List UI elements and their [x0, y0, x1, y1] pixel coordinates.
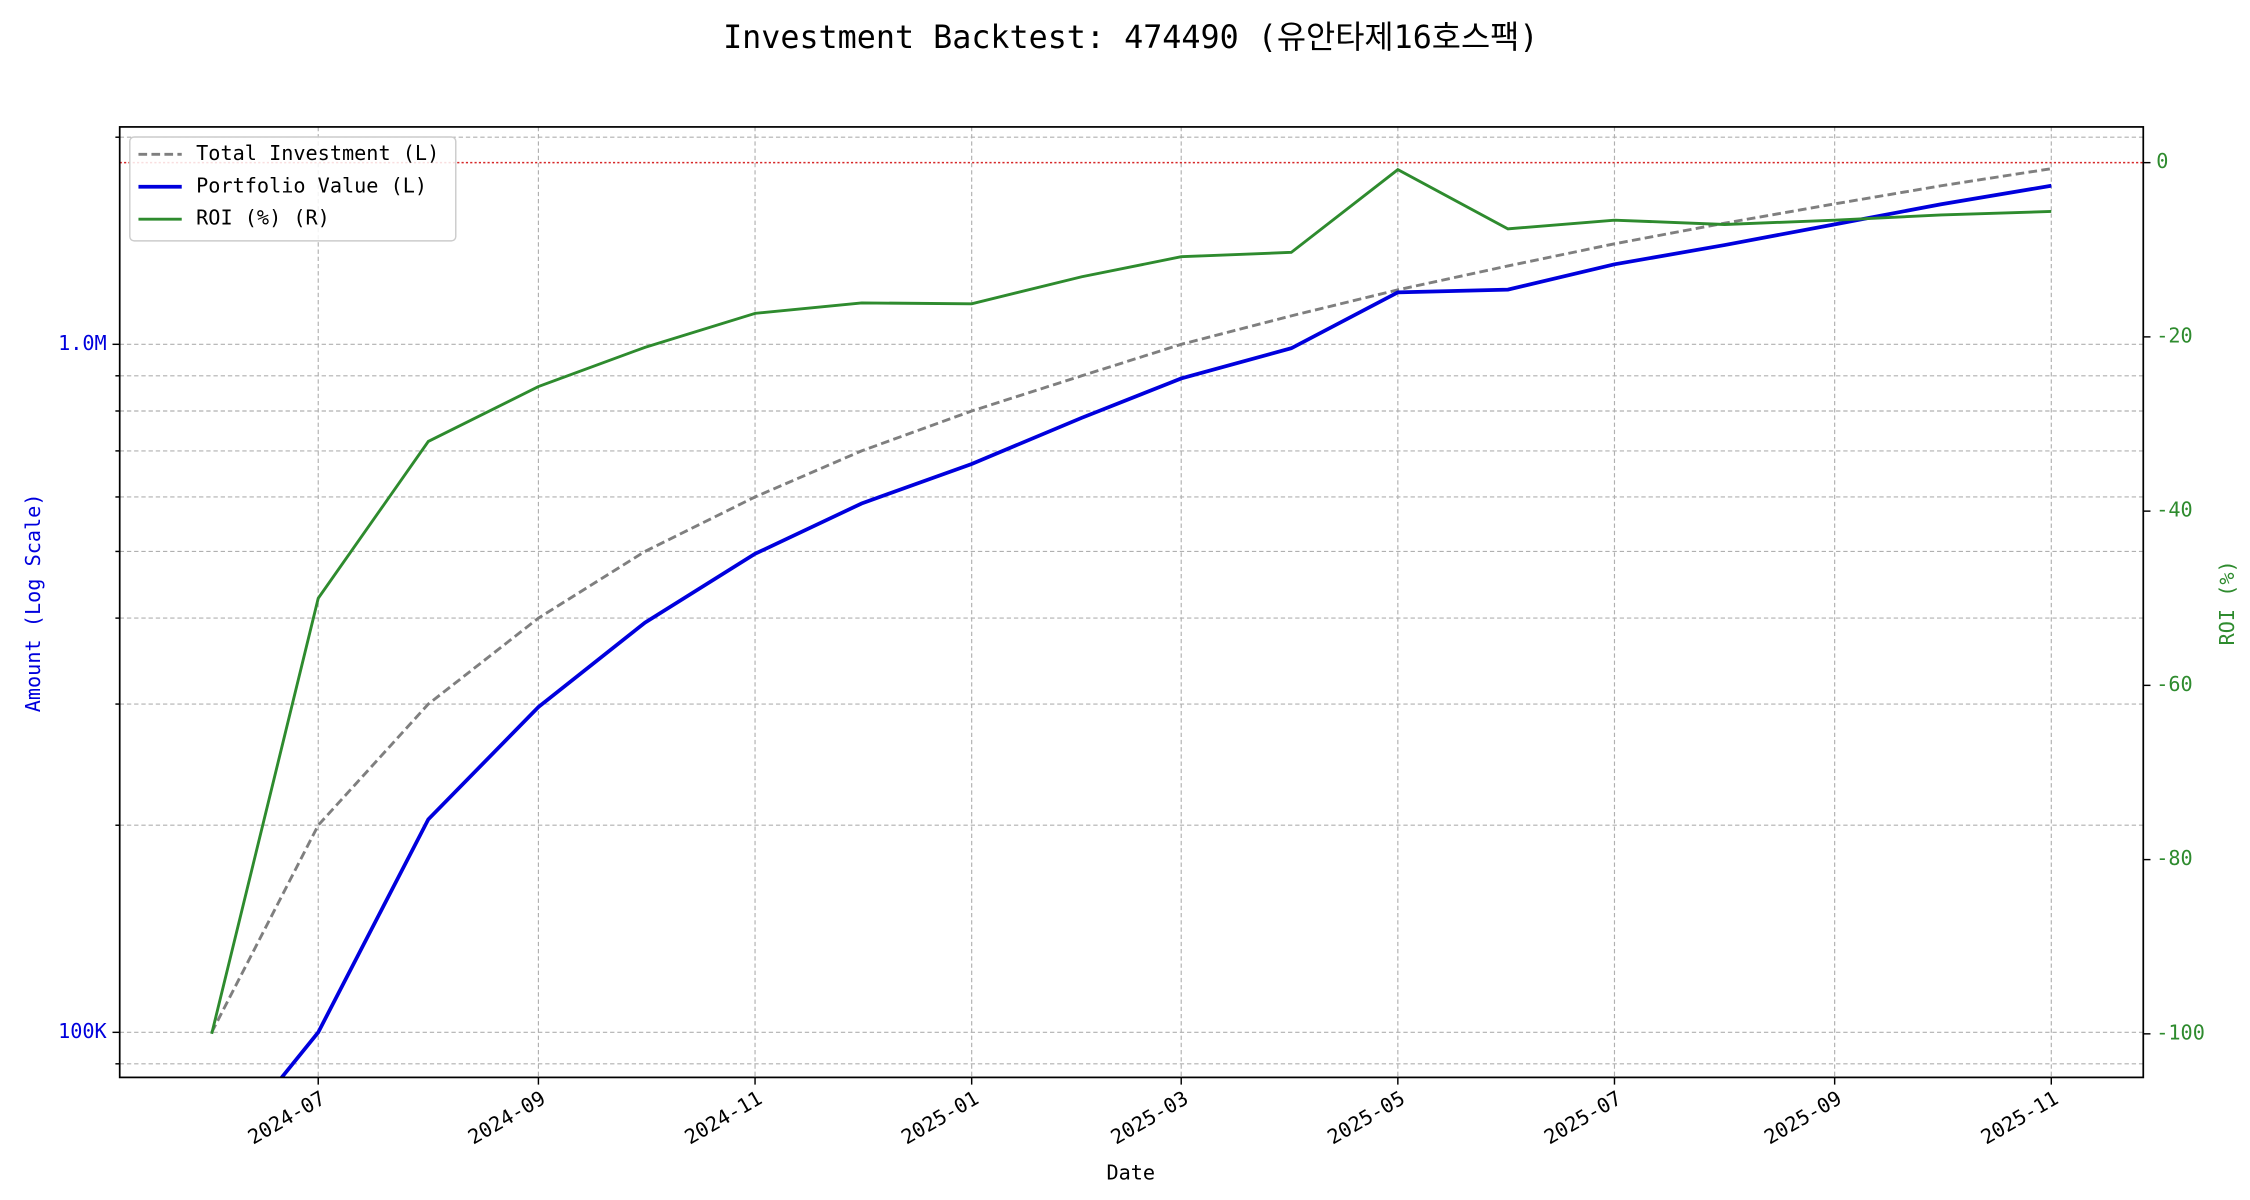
y2-tick-label: -80	[2156, 846, 2192, 870]
x-tick-label: 2025-09	[1760, 1086, 1846, 1149]
legend-box	[129, 136, 457, 242]
x-tick-label: 2025-01	[897, 1086, 983, 1149]
plot-area	[210, 167, 2052, 1078]
x-tick-label: 2025-07	[1540, 1086, 1626, 1149]
y2-axis-label: ROI (%)	[2215, 560, 2239, 645]
y2-tick-label: -40	[2156, 498, 2192, 522]
y2-tick-label: -100	[2156, 1020, 2205, 1044]
data-line	[210, 167, 2052, 1035]
chart-title: Investment Backtest: 474490 (유안타제16호스팩)	[723, 20, 1538, 56]
y2-tick-label: -20	[2156, 323, 2192, 347]
legend-label: ROI (%) (R)	[196, 206, 330, 230]
legend-label: Portfolio Value (L)	[196, 173, 427, 197]
legend-label: Total Investment (L)	[196, 141, 439, 165]
x-axis-label: Date	[1106, 1161, 1155, 1185]
x-tick-label: 2025-11	[1977, 1086, 2063, 1149]
x-tick-label: 2025-05	[1323, 1086, 1409, 1149]
x-tick-label: 2024-11	[680, 1086, 766, 1149]
x-tick-label: 2024-07	[244, 1086, 330, 1149]
y-tick-label: 1.0M	[58, 331, 107, 355]
x-tick-label: 2025-03	[1107, 1086, 1193, 1149]
x-tick-label: 2024-09	[464, 1086, 550, 1149]
y-axis-label: Amount (Log Scale)	[21, 493, 45, 712]
y-tick-label: 100K	[58, 1019, 107, 1043]
y2-tick-label: -60	[2156, 672, 2192, 696]
y2-tick-label: 0	[2156, 149, 2168, 173]
plot-frame	[118, 126, 2145, 1079]
data-line	[210, 167, 2052, 1033]
data-line	[279, 183, 2052, 1078]
